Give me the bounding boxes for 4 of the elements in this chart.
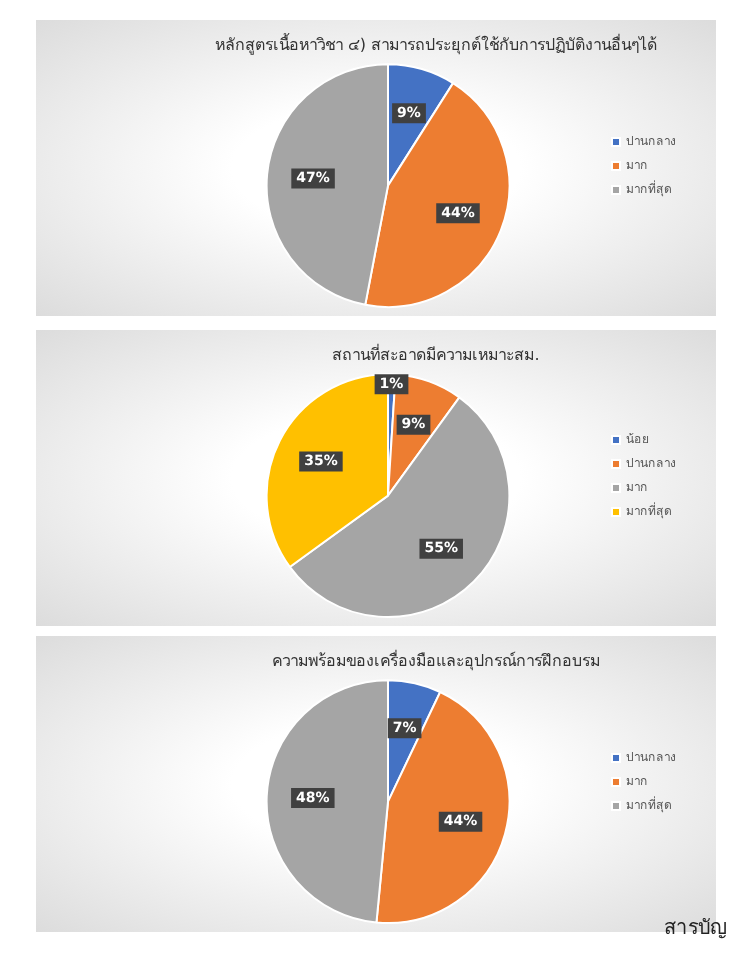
chart-title: ความพร้อมของเครื่องมือและอุปกรณ์การฝึกอบรม xyxy=(272,647,600,670)
chart-title: หลักสูตรเนื้อหาวิชา ๔) สามารถประยุกต์ใช้กับการปฏิบัติงานอื่นๆได้ xyxy=(214,31,658,56)
text: สารบัญ xyxy=(664,916,728,942)
chart-title: สถานที่สะอาดมีความเหมาะสม. xyxy=(332,341,540,364)
